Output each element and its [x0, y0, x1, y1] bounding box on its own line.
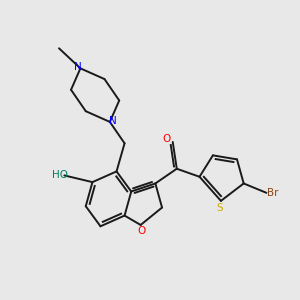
- Text: N: N: [74, 62, 82, 72]
- Text: N: N: [109, 116, 116, 126]
- Text: Br: Br: [267, 188, 278, 198]
- Text: O: O: [138, 226, 146, 236]
- Text: S: S: [216, 202, 223, 213]
- Text: HO: HO: [52, 170, 68, 180]
- Text: O: O: [163, 134, 171, 144]
